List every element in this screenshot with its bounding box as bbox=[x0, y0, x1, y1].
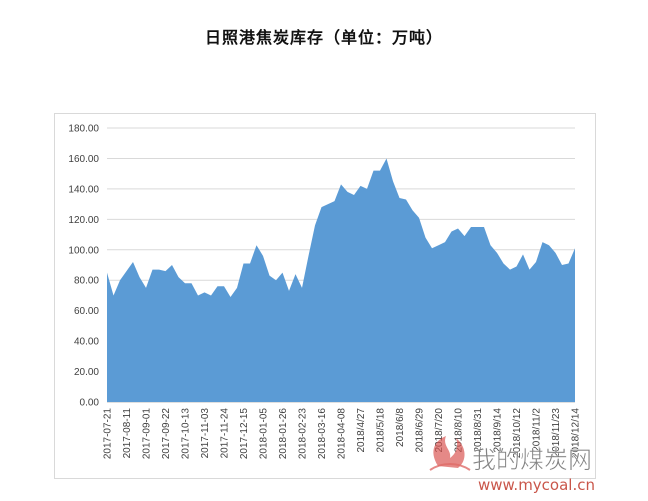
x-tick-label: 2018/4/27 bbox=[356, 408, 367, 453]
y-tick-label: 160.00 bbox=[68, 154, 99, 165]
x-tick-label: 2017-12-15 bbox=[239, 408, 250, 460]
x-tick-label: 2018/11/2 bbox=[532, 408, 543, 452]
watermark-url: www.mycoal.cn bbox=[478, 476, 595, 494]
x-tick-label: 2018/11/23 bbox=[551, 408, 562, 458]
x-tick-label: 2018/8/31 bbox=[473, 408, 484, 453]
x-tick-label: 2017-11-03 bbox=[200, 408, 211, 459]
y-tick-label: 140.00 bbox=[68, 184, 99, 195]
y-tick-label: 120.00 bbox=[68, 215, 99, 226]
x-tick-label: 2018-02-23 bbox=[298, 408, 309, 460]
y-tick-label: 80.00 bbox=[74, 276, 99, 287]
x-tick-label: 2018/6/8 bbox=[395, 408, 406, 447]
x-tick-label: 2018/6/29 bbox=[415, 408, 426, 453]
x-tick-label: 2018/7/20 bbox=[434, 408, 445, 453]
x-tick-label: 2017-07-21 bbox=[103, 408, 114, 460]
x-tick-label: 2017-08-11 bbox=[122, 408, 133, 459]
chart-title: 日照港焦炭库存（单位：万吨） bbox=[204, 28, 443, 47]
y-tick-label: 60.00 bbox=[74, 306, 99, 317]
x-tick-label: 2018/8/10 bbox=[454, 408, 465, 453]
watermark-name: 我的煤炭网 bbox=[472, 446, 592, 474]
y-tick-label: 100.00 bbox=[68, 245, 99, 256]
x-tick-label: 2017-11-24 bbox=[220, 408, 231, 459]
x-tick-label: 2018/12/14 bbox=[571, 408, 582, 458]
x-tick-label: 2018-01-05 bbox=[259, 408, 270, 460]
y-tick-label: 20.00 bbox=[74, 367, 99, 378]
x-tick-label: 2017-09-22 bbox=[161, 408, 172, 460]
flame-logo-icon bbox=[429, 436, 471, 471]
y-tick-label: 40.00 bbox=[74, 337, 99, 348]
y-tick-label: 180.00 bbox=[68, 124, 99, 135]
x-tick-label: 2018-03-16 bbox=[317, 408, 328, 460]
y-tick-label: 0.00 bbox=[80, 398, 100, 409]
x-tick-label: 2017-09-01 bbox=[142, 408, 153, 460]
watermark: 我的煤炭网 www.mycoal.cn bbox=[429, 436, 595, 494]
x-tick-label: 2018/9/14 bbox=[493, 408, 504, 453]
x-tick-label: 2018-01-26 bbox=[278, 408, 289, 460]
x-tick-label: 2018/5/18 bbox=[376, 408, 387, 453]
area-series bbox=[107, 158, 575, 402]
x-tick-label: 2017-10-13 bbox=[181, 408, 192, 460]
x-axis-ticks: 2017-07-21 2017-08-11 2017-09-01 2017-09-22… bbox=[103, 408, 582, 460]
x-tick-label: 2018-04-08 bbox=[337, 408, 348, 460]
area-layer bbox=[107, 158, 575, 402]
y-axis-ticks: 0.00 20.00 40.00 60.00 80.00 100.00 120.00 140.… bbox=[68, 124, 99, 409]
x-tick-label: 2018/10/12 bbox=[512, 408, 523, 458]
